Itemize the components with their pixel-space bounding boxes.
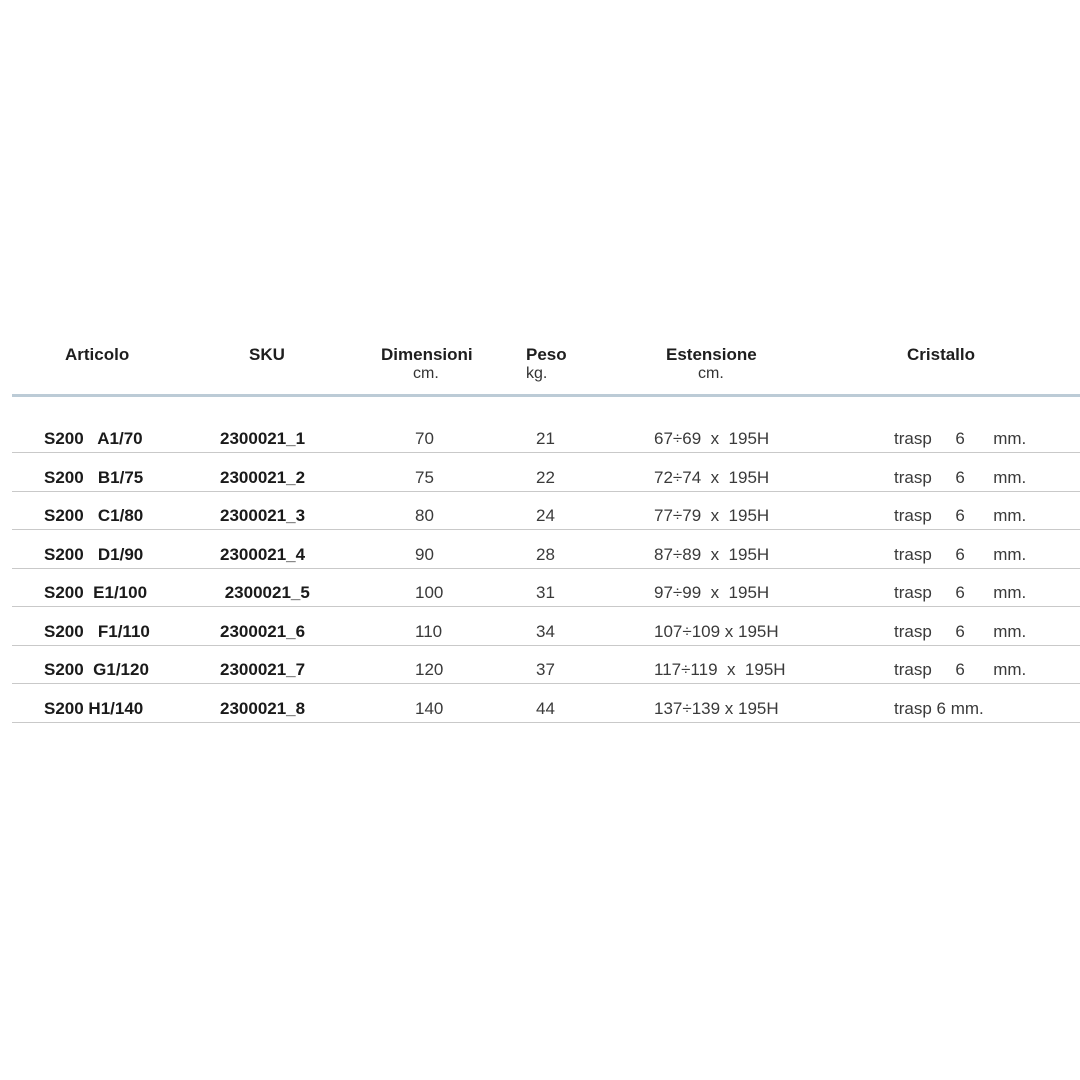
cell-cristallo: trasp 6 mm. <box>894 544 1027 564</box>
cell-dimensioni: 100 <box>415 583 444 602</box>
cell-peso: 31 <box>536 583 555 602</box>
cell-peso: 34 <box>536 621 555 641</box>
cell-peso: 44 <box>536 698 555 718</box>
cell-sku: 2300021_8 <box>220 698 306 718</box>
cell-cristallo: trasp 6 mm. <box>894 506 1027 525</box>
cell-estensione: 87÷89 x 195H <box>654 544 770 564</box>
header-sku: SKU <box>249 345 285 364</box>
cell-articolo: S200 B1/75 <box>44 467 144 487</box>
cell-cristallo: trasp 6 mm. <box>894 467 1027 487</box>
cell-sku: 2300021_5 <box>220 583 310 602</box>
header-cristallo: Cristallo <box>907 345 976 364</box>
cell-peso: 24 <box>536 506 555 525</box>
cell-estensione: 97÷99 x 195H <box>654 583 770 602</box>
cell-articolo: S200 C1/80 <box>44 506 144 525</box>
cell-estensione: 137÷139 x 195H <box>654 698 779 718</box>
cell-sku: 2300021_7 <box>220 660 306 679</box>
header-peso: Peso <box>526 345 567 364</box>
cell-sku: 2300021_1 <box>220 429 306 448</box>
table-row: S200 D1/90 2300021_4 90 28 87÷89 x 195H trasp… <box>12 530 1080 569</box>
table-row: S200 F1/110 2300021_6 110 34 107÷109 x 195H t… <box>12 607 1080 646</box>
cell-estensione: 72÷74 x 195H <box>654 467 770 487</box>
cell-articolo: S200 F1/110 <box>44 621 150 641</box>
header-dimensioni: Dimensioni <box>381 345 473 364</box>
table-row: S200 G1/120 2300021_7 120 37 117÷119 x 195H t… <box>12 645 1080 684</box>
cell-dimensioni: 120 <box>415 660 444 679</box>
cell-cristallo: trasp 6 mm. <box>894 429 1027 448</box>
header-articolo: Articolo <box>65 345 130 364</box>
table-row: S200 H1/140 2300021_8 140 44 137÷139 x 195H t… <box>12 684 1080 723</box>
cell-articolo: S200 H1/140 <box>44 698 144 718</box>
cell-sku: 2300021_4 <box>220 544 306 564</box>
header-estensione: Estensione <box>666 345 757 364</box>
cell-peso: 22 <box>536 467 555 487</box>
cell-estensione: 67÷69 x 195H <box>654 429 770 448</box>
cell-articolo: S200 D1/90 <box>44 544 144 564</box>
cell-sku: 2300021_3 <box>220 506 306 525</box>
cell-estensione: 107÷109 x 195H <box>654 621 779 641</box>
table-row: S200 E1/100 2300021_5 100 31 97÷99 x 195H tr… <box>12 568 1080 607</box>
cell-peso: 37 <box>536 660 555 679</box>
cell-estensione: 117÷119 x 195H <box>654 660 786 679</box>
cell-dimensioni: 90 <box>415 544 434 564</box>
header-estensione-unit: cm. <box>698 365 724 382</box>
cell-dimensioni: 140 <box>415 698 444 718</box>
cell-articolo: S200 A1/70 <box>44 429 143 448</box>
cell-cristallo: trasp 6 mm. <box>894 583 1027 602</box>
cell-dimensioni: 75 <box>415 467 434 487</box>
cell-articolo: S200 G1/120 <box>44 660 149 679</box>
header-dimensioni-unit: cm. <box>413 365 439 382</box>
cell-cristallo: trasp 6 mm. <box>894 698 984 718</box>
header-peso-unit: kg. <box>526 365 548 382</box>
cell-cristallo: trasp 6 mm. <box>894 621 1027 641</box>
cell-peso: 28 <box>536 544 555 564</box>
cell-dimensioni: 80 <box>415 506 434 525</box>
cell-cristallo: trasp 6 mm. <box>894 660 1027 679</box>
cell-dimensioni: 110 <box>415 621 443 641</box>
table-row: S200 B1/75 2300021_2 75 22 72÷74 x 195H trasp… <box>12 453 1080 492</box>
table-row: S200 A1/70 2300021_1 70 21 67÷69 x 195H trasp… <box>12 414 1080 453</box>
cell-articolo: S200 E1/100 <box>44 583 148 602</box>
cell-sku: 2300021_6 <box>220 621 306 641</box>
header-divider <box>12 394 1080 397</box>
cell-estensione: 77÷79 x 195H <box>654 506 770 525</box>
cell-peso: 21 <box>536 429 555 448</box>
table-row: S200 C1/80 2300021_3 80 24 77÷79 x 195H trasp… <box>12 491 1080 530</box>
cell-dimensioni: 70 <box>415 429 434 448</box>
cell-sku: 2300021_2 <box>220 467 306 487</box>
